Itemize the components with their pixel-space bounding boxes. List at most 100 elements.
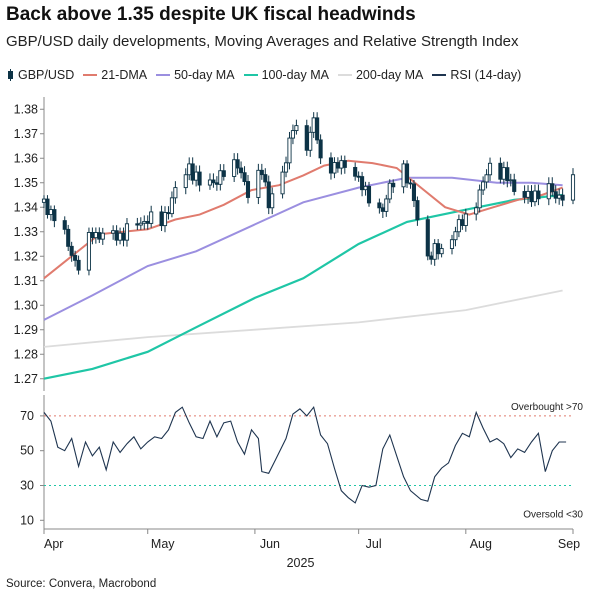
candle-up	[283, 162, 289, 173]
candle-down	[366, 185, 372, 204]
x-tick-label: Sep	[558, 537, 580, 551]
candle-up	[124, 223, 130, 241]
candle-up	[111, 230, 116, 234]
candle-up	[532, 190, 538, 203]
candle-down	[66, 228, 71, 247]
candle-down	[356, 175, 361, 178]
candle-down	[304, 125, 309, 151]
price-y-tick-label: 1.35	[14, 176, 38, 190]
candle-up	[546, 183, 551, 200]
candle-down	[76, 259, 81, 271]
candle-up	[218, 170, 223, 185]
candle-down	[114, 230, 119, 241]
candle-up	[93, 232, 98, 239]
ma21-line	[43, 159, 563, 280]
source-note: Source: Convera, Macrobond	[6, 578, 157, 590]
candle-down	[360, 176, 365, 191]
candle-up	[332, 162, 337, 174]
candle-down	[263, 174, 268, 183]
x-tick-label: Aug	[470, 537, 492, 551]
ma50-line	[43, 176, 563, 321]
x-year-label: 2025	[287, 556, 315, 570]
candle-down	[121, 232, 126, 241]
candle-up	[187, 163, 192, 176]
candle-down	[429, 255, 434, 260]
candlestick-icon	[6, 69, 15, 81]
candle-down	[318, 139, 323, 159]
legend-item-21dma: 21-DMA	[83, 68, 147, 82]
price-y-tick-label: 1.30	[14, 298, 38, 312]
candle-up	[384, 198, 389, 212]
candle-down	[460, 219, 465, 226]
candle-down	[62, 220, 67, 230]
candle-up	[387, 182, 392, 200]
candle-down	[52, 209, 57, 222]
candle-down	[221, 170, 226, 177]
candle-down	[242, 172, 247, 182]
candle-up	[118, 232, 123, 241]
candle-down	[425, 219, 430, 257]
candle-up	[311, 117, 316, 133]
candle-down	[391, 182, 396, 188]
price-y-tick-label: 1.34	[14, 200, 38, 214]
candle-down	[377, 202, 382, 209]
candle-up	[207, 179, 213, 186]
candle-up	[432, 243, 437, 260]
x-tick-label: Jul	[366, 537, 382, 551]
candle-up	[484, 174, 489, 183]
candle-down	[259, 169, 264, 176]
price-y-tick-label: 1.29	[14, 323, 38, 337]
candle-down	[505, 167, 510, 182]
candle-up	[162, 212, 168, 227]
price-y-tick-label: 1.31	[14, 274, 38, 288]
candle-down	[245, 181, 251, 198]
candle-up	[570, 174, 576, 201]
candle-down	[190, 163, 195, 181]
oversold-label: Oversold <30	[523, 509, 583, 520]
price-y-tick-label: 1.36	[14, 151, 38, 165]
candle-up	[194, 171, 199, 181]
candle-down	[211, 179, 216, 184]
candle-down	[135, 223, 140, 226]
ma100-line	[43, 193, 563, 380]
line-swatch-icon	[432, 74, 447, 76]
candle-up	[463, 213, 468, 226]
chart-title: Back above 1.35 despite UK fiscal headwi…	[6, 4, 416, 25]
candle-down	[97, 232, 102, 240]
candle-down	[415, 200, 420, 221]
x-tick-label: Apr	[44, 537, 63, 551]
candle-up	[41, 198, 47, 203]
line-swatch-icon	[337, 74, 352, 76]
candle-up	[501, 167, 506, 180]
legend-label: RSI (14-day)	[450, 68, 522, 82]
x-tick-label: May	[151, 537, 175, 551]
candle-down	[512, 179, 517, 192]
candle-up	[526, 190, 531, 198]
legend-item-rsi: RSI (14-day)	[432, 68, 521, 82]
candle-down	[380, 207, 385, 212]
candle-up	[439, 248, 444, 255]
price-y-tick-label: 1.32	[14, 249, 38, 263]
candle-down	[522, 191, 527, 198]
candle-up	[280, 171, 285, 195]
candle-down	[353, 166, 358, 177]
candle-up	[173, 187, 178, 199]
candle-down	[166, 212, 171, 215]
candle-up	[339, 160, 344, 169]
candle-down	[315, 117, 320, 141]
candle-down	[90, 231, 95, 239]
candle-up	[363, 185, 368, 191]
candle-up	[149, 211, 154, 224]
candle-up	[481, 181, 486, 191]
price-y-tick-label: 1.33	[14, 225, 38, 239]
candle-up	[270, 193, 275, 209]
candle-down	[73, 254, 78, 261]
candle-up	[453, 231, 458, 241]
legend-item-gbpusd: GBP/USD	[6, 68, 74, 82]
candle-down	[45, 198, 50, 216]
legend-item-200ma: 200-day MA	[337, 68, 423, 82]
price-y-tick-label: 1.37	[14, 127, 38, 141]
price-y-tick-label: 1.28	[14, 347, 38, 361]
candle-up	[557, 194, 562, 199]
candle-down	[536, 190, 541, 200]
